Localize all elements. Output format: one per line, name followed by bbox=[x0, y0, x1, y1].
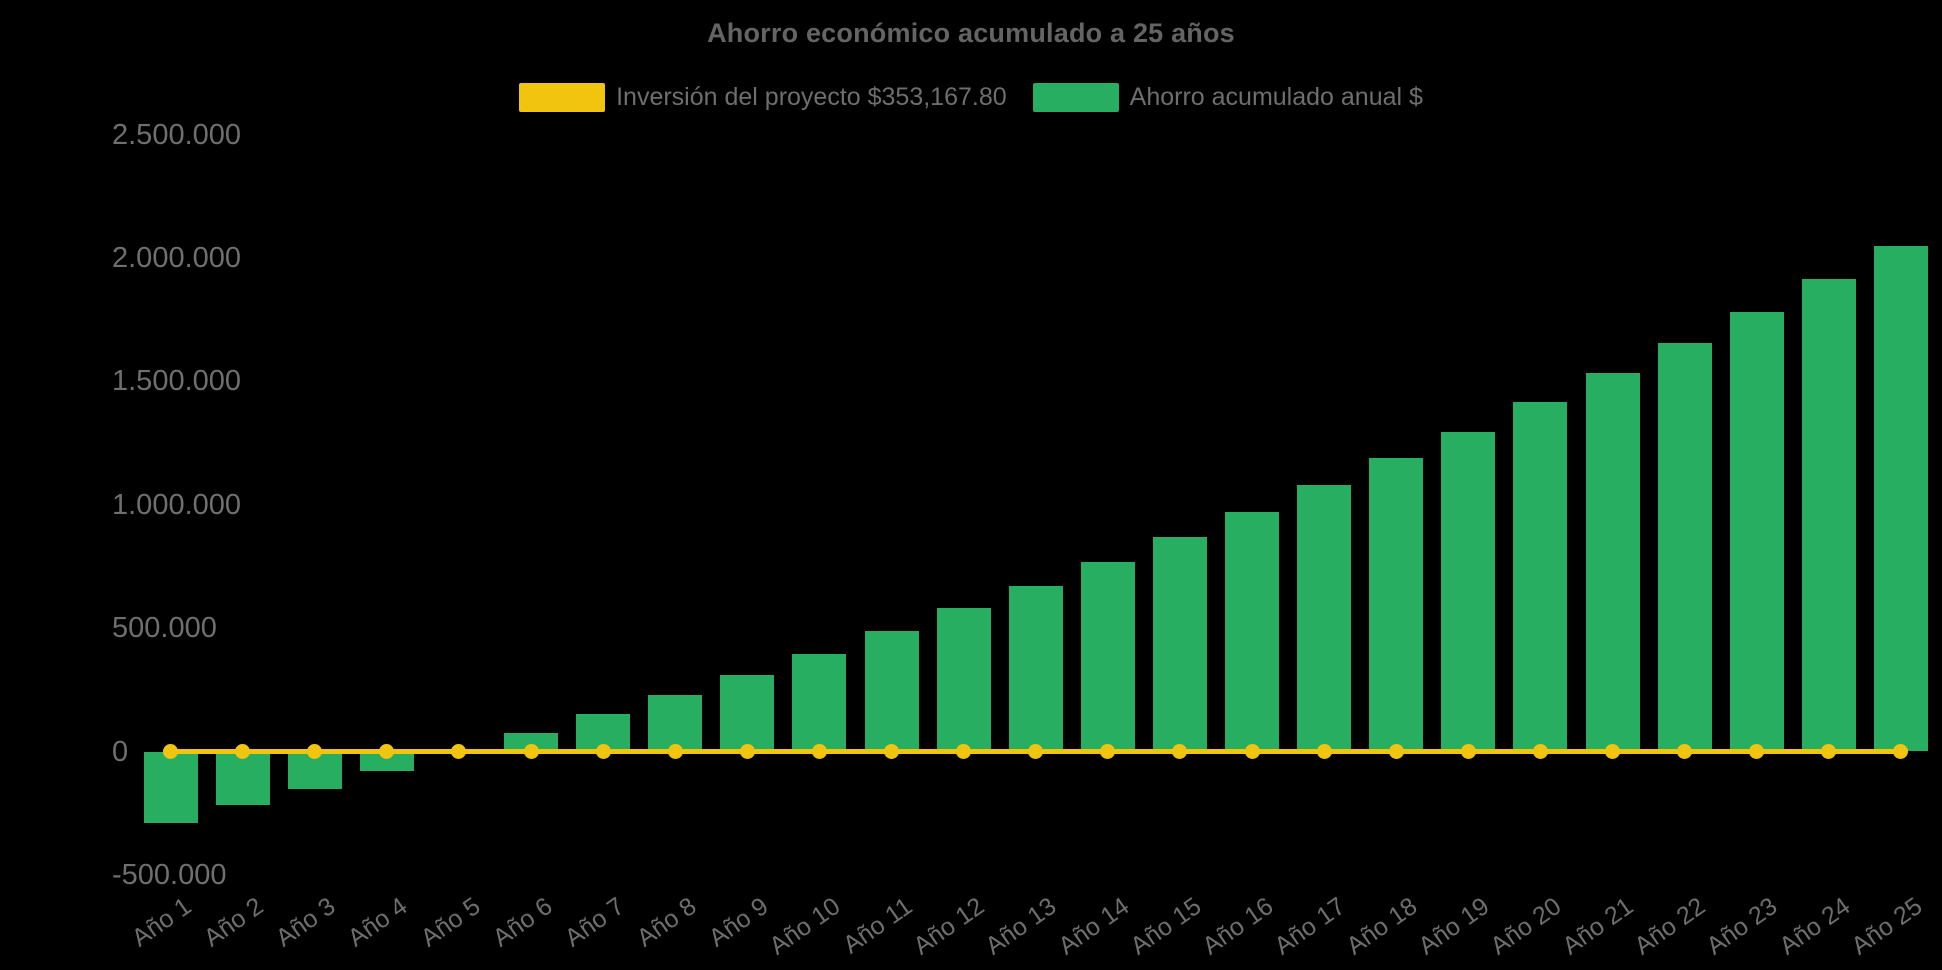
investment-point-año-4[interactable] bbox=[379, 744, 395, 759]
x-tick-label-año-5: Año 5 bbox=[415, 892, 485, 953]
y-tick-label: -500.000 bbox=[112, 858, 227, 891]
legend: Inversión del proyecto $353,167.80 Ahorr… bbox=[0, 83, 1942, 112]
investment-point-año-25[interactable] bbox=[1893, 744, 1909, 759]
bar-año-21[interactable] bbox=[1585, 372, 1640, 752]
y-tick-label: 2.500.000 bbox=[112, 118, 242, 151]
investment-point-año-17[interactable] bbox=[1316, 744, 1332, 759]
y-tick-label: 0 bbox=[112, 735, 129, 768]
bar-año-12[interactable] bbox=[936, 607, 991, 752]
x-tick-label-año-4: Año 4 bbox=[343, 892, 413, 953]
x-tick-label-año-8: Año 8 bbox=[631, 892, 702, 953]
x-tick-label-año-19: Año 19 bbox=[1413, 892, 1495, 961]
legend-swatch-inversion-icon bbox=[519, 83, 606, 112]
investment-point-año-21[interactable] bbox=[1605, 744, 1620, 759]
bar-año-16[interactable] bbox=[1225, 511, 1279, 752]
x-tick-label-año-6: Año 6 bbox=[487, 892, 558, 953]
investment-point-año-19[interactable] bbox=[1460, 744, 1476, 759]
y-tick-label: 1.500.000 bbox=[112, 365, 242, 398]
legend-item-inversion[interactable]: Inversión del proyecto $353,167.80 bbox=[519, 83, 1007, 112]
y-tick-label: 2.000.000 bbox=[112, 241, 242, 274]
investment-point-año-9[interactable] bbox=[739, 744, 755, 759]
x-tick-label-año-20: Año 20 bbox=[1485, 892, 1567, 961]
x-tick-label-año-22: Año 22 bbox=[1629, 892, 1711, 961]
investment-point-año-8[interactable] bbox=[667, 744, 683, 759]
x-tick-label-año-9: Año 9 bbox=[703, 892, 774, 953]
x-tick-label-año-1: Año 1 bbox=[126, 892, 197, 953]
investment-point-año-13[interactable] bbox=[1028, 744, 1044, 759]
legend-item-ahorro[interactable]: Ahorro acumulado anual $ bbox=[1032, 83, 1423, 112]
x-tick-label-año-14: Año 14 bbox=[1052, 892, 1134, 961]
bar-año-22[interactable] bbox=[1657, 342, 1712, 752]
legend-label-ahorro: Ahorro acumulado anual $ bbox=[1129, 83, 1423, 111]
investment-point-año-18[interactable] bbox=[1388, 744, 1404, 759]
bar-año-1[interactable] bbox=[143, 751, 198, 824]
bar-año-23[interactable] bbox=[1729, 311, 1784, 752]
bar-año-9[interactable] bbox=[720, 674, 775, 752]
x-tick-label-año-23: Año 23 bbox=[1701, 892, 1783, 961]
x-tick-label-año-17: Año 17 bbox=[1269, 892, 1351, 961]
bar-año-2[interactable] bbox=[215, 751, 270, 806]
investment-point-año-14[interactable] bbox=[1100, 744, 1116, 759]
investment-point-año-6[interactable] bbox=[523, 744, 539, 759]
bar-año-18[interactable] bbox=[1369, 457, 1424, 752]
bar-año-8[interactable] bbox=[648, 694, 703, 752]
legend-swatch-ahorro-icon bbox=[1032, 83, 1119, 112]
x-tick-label-año-3: Año 3 bbox=[271, 892, 341, 953]
investment-point-año-12[interactable] bbox=[956, 744, 972, 759]
bar-año-25[interactable] bbox=[1873, 245, 1928, 752]
x-tick-label-año-10: Año 10 bbox=[764, 892, 846, 961]
x-tick-label-año-11: Año 11 bbox=[838, 892, 918, 960]
bar-año-14[interactable] bbox=[1080, 561, 1135, 752]
chart-title: Ahorro económico acumulado a 25 años bbox=[707, 18, 1235, 48]
investment-point-año-3[interactable] bbox=[307, 744, 323, 759]
investment-point-año-23[interactable] bbox=[1749, 744, 1765, 759]
bar-año-6[interactable] bbox=[504, 733, 558, 752]
bar-año-11[interactable] bbox=[864, 630, 919, 752]
investment-point-año-22[interactable] bbox=[1677, 744, 1693, 759]
y-tick-label: 500.000 bbox=[112, 612, 217, 645]
investment-point-año-7[interactable] bbox=[595, 744, 611, 759]
x-tick-label-año-18: Año 18 bbox=[1341, 892, 1423, 961]
investment-point-año-10[interactable] bbox=[811, 744, 827, 759]
x-tick-label-año-12: Año 12 bbox=[908, 892, 990, 961]
x-tick-label-año-2: Año 2 bbox=[199, 892, 269, 953]
investment-point-año-11[interactable] bbox=[884, 744, 899, 759]
x-tick-label-año-16: Año 16 bbox=[1197, 892, 1279, 961]
x-tick-label-año-24: Año 24 bbox=[1773, 892, 1855, 961]
bar-año-20[interactable] bbox=[1513, 401, 1568, 752]
bar-año-19[interactable] bbox=[1441, 431, 1496, 752]
x-tick-label-año-21: Año 21 bbox=[1557, 892, 1639, 961]
bar-año-4[interactable] bbox=[359, 751, 414, 771]
investment-point-año-16[interactable] bbox=[1244, 744, 1260, 759]
bar-año-10[interactable] bbox=[792, 653, 847, 752]
x-tick-label-año-7: Año 7 bbox=[559, 892, 630, 953]
investment-point-año-15[interactable] bbox=[1172, 744, 1188, 759]
bar-año-15[interactable] bbox=[1152, 536, 1207, 752]
investment-point-año-2[interactable] bbox=[235, 744, 251, 759]
y-tick-label: 1.000.000 bbox=[112, 488, 242, 521]
bar-año-13[interactable] bbox=[1008, 585, 1063, 752]
investment-point-año-1[interactable] bbox=[163, 744, 178, 759]
x-tick-label-año-25: Año 25 bbox=[1845, 892, 1927, 961]
investment-point-año-20[interactable] bbox=[1532, 744, 1548, 759]
investment-point-año-24[interactable] bbox=[1821, 744, 1837, 759]
x-tick-label-año-13: Año 13 bbox=[980, 892, 1062, 961]
x-tick-label-año-15: Año 15 bbox=[1124, 892, 1206, 961]
investment-point-año-5[interactable] bbox=[451, 744, 467, 759]
legend-label-inversion: Inversión del proyecto $353,167.80 bbox=[616, 83, 1007, 111]
bar-año-17[interactable] bbox=[1297, 484, 1352, 752]
bar-año-24[interactable] bbox=[1801, 278, 1856, 752]
